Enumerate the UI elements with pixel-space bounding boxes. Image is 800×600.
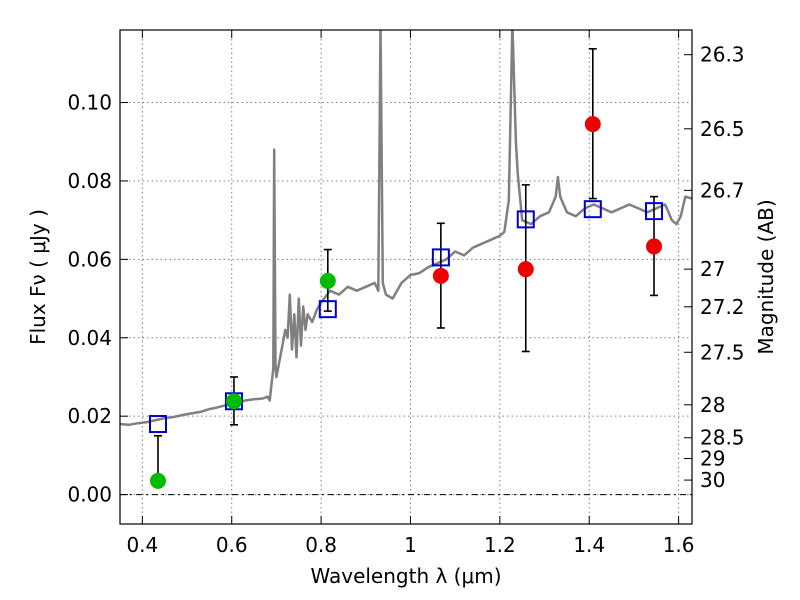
circle-marker <box>319 272 336 289</box>
square-marker <box>318 300 337 319</box>
right-tick-label: 30 <box>700 468 725 492</box>
circle-marker <box>149 472 166 489</box>
right-tick-label: 26.7 <box>700 178 745 202</box>
circle-marker <box>517 261 534 278</box>
x-axis-label: Wavelength λ (μm) <box>310 564 501 588</box>
right-tick-label: 27 <box>700 257 725 281</box>
y-axis-label: Flux Fν ( μJy ) <box>26 209 50 345</box>
x-tick-label: 1 <box>404 533 417 557</box>
right-tick-label: 27.5 <box>700 340 745 364</box>
circle-marker <box>225 393 242 410</box>
axis-ticks <box>120 30 692 524</box>
right-axis-label: Magnitude (AB) <box>754 199 778 354</box>
square-marker <box>431 248 450 267</box>
plot-area <box>120 30 692 496</box>
circle-marker <box>432 267 449 284</box>
error-bars <box>153 48 659 482</box>
grid <box>120 30 692 524</box>
right-tick-label: 27.2 <box>700 295 745 319</box>
x-tick-label: 0.6 <box>216 533 248 557</box>
square-marker <box>516 210 535 229</box>
x-tick-label: 1.2 <box>484 533 516 557</box>
circle-marker <box>646 238 663 255</box>
y-tick-label: 0.00 <box>67 483 112 507</box>
model-spectrum-line <box>120 30 692 427</box>
x-tick-label: 1.6 <box>663 533 695 557</box>
right-tick-label: 26.5 <box>700 117 745 141</box>
x-tick-label: 0.4 <box>126 533 158 557</box>
right-tick-label: 26.3 <box>700 43 745 67</box>
circle-marker <box>584 116 601 133</box>
axes-frame <box>119 29 693 525</box>
y-tick-label: 0.06 <box>67 247 112 271</box>
x-tick-label: 1.4 <box>573 533 605 557</box>
right-tick-label: 28 <box>700 393 725 417</box>
tick-labels: 0.4 0.6 0.8 1 1.2 1.4 1.6 0.00 0.02 0.04 0.06 0.08 0… <box>67 43 744 557</box>
square-marker <box>583 200 602 219</box>
data-markers <box>148 116 664 489</box>
square-marker <box>645 202 664 221</box>
y-tick-label: 0.02 <box>67 404 112 428</box>
y-tick-label: 0.10 <box>67 91 112 115</box>
y-tick-label: 0.04 <box>67 326 112 350</box>
right-tick-label: 29 <box>700 447 725 471</box>
x-tick-label: 0.8 <box>305 533 337 557</box>
square-marker <box>148 415 167 434</box>
right-tick-label: 28.5 <box>700 426 745 450</box>
y-tick-label: 0.08 <box>67 169 112 193</box>
